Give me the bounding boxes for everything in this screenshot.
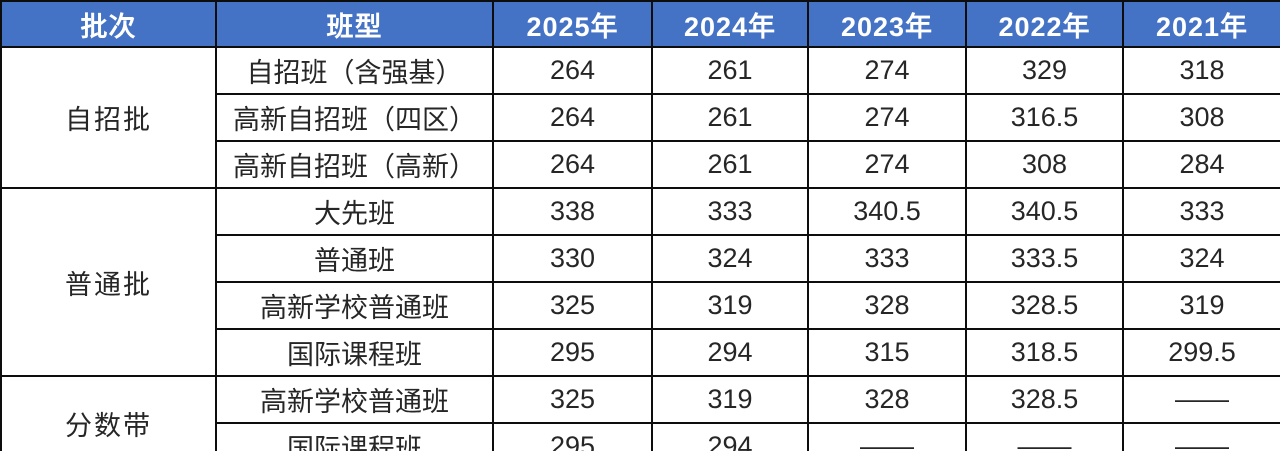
- batch-cell-putongpi: 普通批: [0, 187, 217, 377]
- score-cell: 264: [492, 93, 653, 142]
- score-cell: 261: [651, 93, 809, 142]
- header-year-2023: 2023年: [807, 0, 967, 48]
- score-cell: 324: [1122, 234, 1280, 283]
- score-cell: 328.5: [965, 281, 1124, 330]
- score-cell: 294: [651, 328, 809, 377]
- score-cell: 274: [807, 93, 967, 142]
- score-cell: 318: [1122, 46, 1280, 95]
- class-type-cell: 高新学校普通班: [215, 375, 494, 424]
- table-row: 分数带 高新学校普通班 325 319 328 328.5 ——: [0, 375, 1280, 451]
- score-cell: 328: [807, 375, 967, 424]
- score-cell: 324: [651, 234, 809, 283]
- table-row: 国际课程班 295 294 —— —— ——: [1, 422, 1280, 451]
- score-cell: 318.5: [965, 328, 1124, 377]
- table-row: 国际课程班 295 294 315 318.5 299.5: [1, 328, 1280, 377]
- score-cell: 261: [651, 140, 809, 189]
- score-cell: 261: [651, 46, 809, 95]
- table-row: 普通批 大先班 338 333 340.5 340.5 333: [0, 187, 1280, 377]
- header-class-type: 班型: [215, 0, 494, 48]
- header-year-2025: 2025年: [492, 0, 653, 48]
- score-cell: 294: [651, 422, 809, 451]
- score-cell: ——: [1122, 422, 1280, 451]
- score-cell: 264: [492, 140, 653, 189]
- score-cell: 328: [807, 281, 967, 330]
- class-type-cell: 高新自招班（高新）: [215, 140, 494, 189]
- score-cell: 308: [1122, 93, 1280, 142]
- class-type-cell: 普通班: [215, 234, 494, 283]
- class-type-cell: 国际课程班: [215, 328, 494, 377]
- score-cell: ——: [1122, 375, 1280, 424]
- class-type-cell: 国际课程班: [215, 422, 494, 451]
- score-cell: 333.5: [965, 234, 1124, 283]
- table-row: 高新自招班（四区） 264 261 274 316.5 308: [1, 93, 1280, 142]
- score-cell: 308: [965, 140, 1124, 189]
- batch-cell-zizhaopi: 自招批: [0, 46, 217, 189]
- class-type-cell: 大先班: [215, 187, 494, 236]
- class-type-cell: 自招班（含强基）: [215, 46, 494, 95]
- score-cell: 340.5: [965, 187, 1124, 236]
- score-cell: 264: [492, 46, 653, 95]
- batch-cell-fenshudai: 分数带: [0, 375, 217, 451]
- score-cell: 328.5: [965, 375, 1124, 424]
- score-cell: 274: [807, 46, 967, 95]
- score-cell: 330: [492, 234, 653, 283]
- score-cell: 319: [651, 281, 809, 330]
- score-cell: 325: [492, 375, 653, 424]
- score-cell: 295: [492, 422, 653, 451]
- score-cell: 325: [492, 281, 653, 330]
- score-cell: 333: [1122, 187, 1280, 236]
- score-cell: 340.5: [807, 187, 967, 236]
- table-row: 高新学校普通班 325 319 328 328.5 319: [1, 281, 1280, 330]
- score-cell: 319: [1122, 281, 1280, 330]
- header-batch: 批次: [0, 0, 217, 48]
- class-type-cell: 高新自招班（四区）: [215, 93, 494, 142]
- score-cell: 333: [651, 187, 809, 236]
- table-row: 普通班 330 324 333 333.5 324: [1, 234, 1280, 283]
- score-cell: 329: [965, 46, 1124, 95]
- header-year-2021: 2021年: [1122, 0, 1280, 48]
- score-cell: 316.5: [965, 93, 1124, 142]
- score-cell: 284: [1122, 140, 1280, 189]
- table-header-row: 批次 班型 2025年 2024年 2023年 2022年 2021年: [0, 0, 1280, 48]
- score-cell: 295: [492, 328, 653, 377]
- score-cell: 299.5: [1122, 328, 1280, 377]
- class-type-cell: 高新学校普通班: [215, 281, 494, 330]
- score-cell: 333: [807, 234, 967, 283]
- score-cell: 315: [807, 328, 967, 377]
- score-cell: 338: [492, 187, 653, 236]
- score-cell: ——: [965, 422, 1124, 451]
- table-row: 高新自招班（高新） 264 261 274 308 284: [1, 140, 1280, 189]
- score-cell: 274: [807, 140, 967, 189]
- score-cell: ——: [807, 422, 967, 451]
- table-row: 自招批 自招班（含强基） 264 261 274 329 318: [0, 46, 1280, 189]
- header-year-2024: 2024年: [651, 0, 809, 48]
- score-cell: 319: [651, 375, 809, 424]
- header-year-2022: 2022年: [965, 0, 1124, 48]
